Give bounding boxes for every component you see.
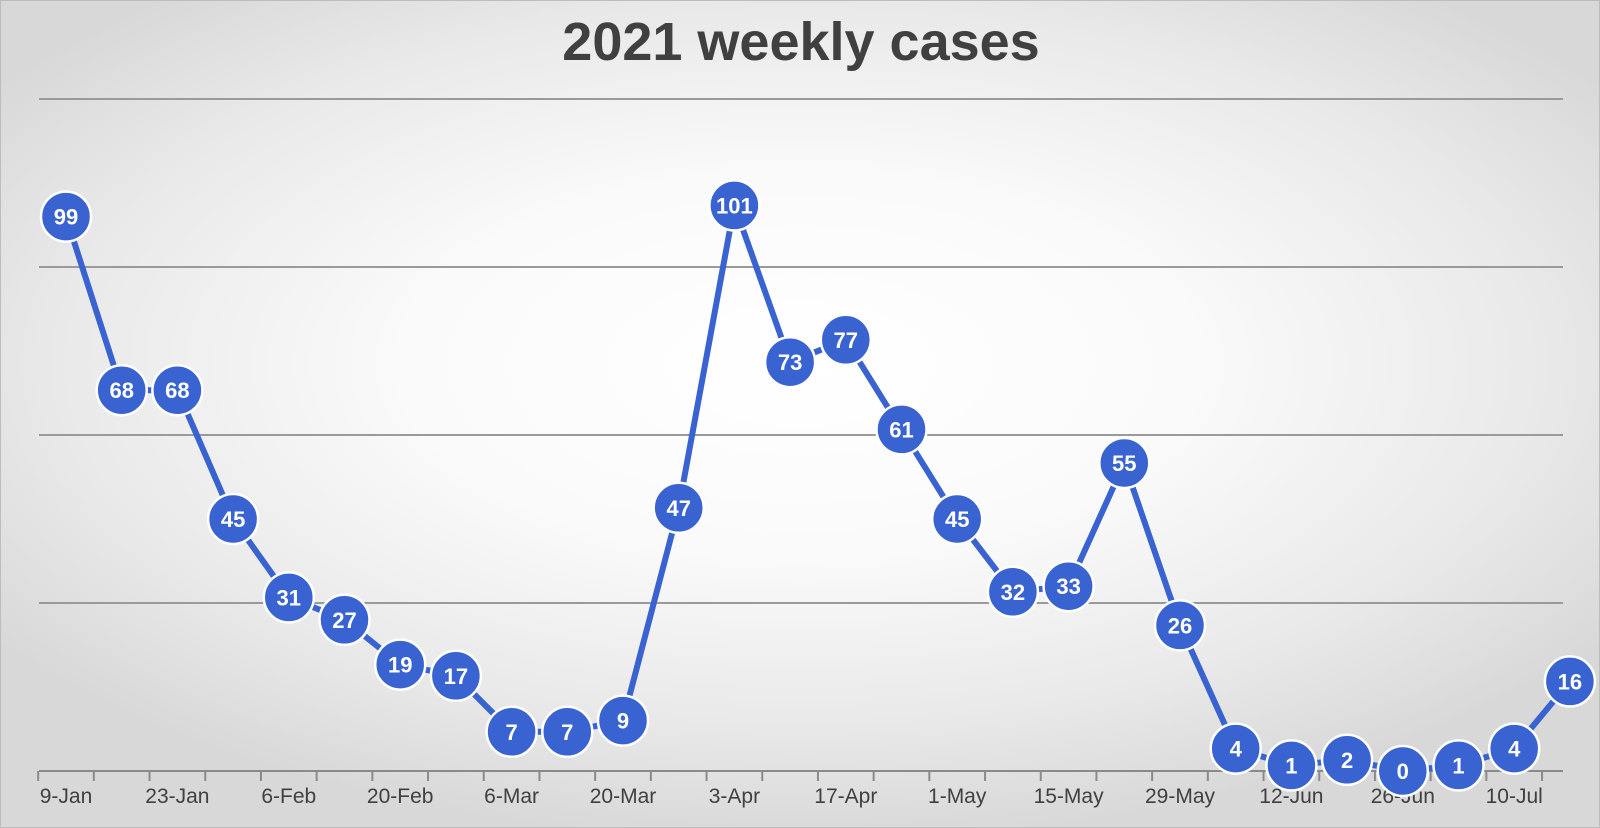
data-label: 33 (1056, 574, 1080, 599)
x-tick-label: 12-Jun (1259, 785, 1323, 808)
x-tick-label: 3-Apr (709, 785, 760, 808)
data-label: 7 (505, 720, 517, 745)
x-tick-label: 9-Jan (40, 785, 93, 808)
data-label: 17 (444, 664, 468, 689)
data-point (652, 481, 705, 535)
data-point (95, 363, 148, 417)
data-point (39, 190, 93, 243)
data-label: 32 (1001, 580, 1025, 605)
data-point (318, 593, 371, 647)
data-label: 61 (889, 417, 913, 442)
x-tick-label: 15-May (1034, 785, 1105, 808)
data-point (1376, 744, 1430, 798)
data-label: 0 (1397, 759, 1409, 784)
data-label: 77 (834, 328, 858, 353)
data-label: 7 (561, 720, 573, 745)
data-label: 68 (165, 378, 189, 403)
x-tick-label: 17-Apr (814, 785, 877, 808)
series-line (63, 202, 1573, 774)
chart-title: 2021 weekly cases (562, 12, 1040, 72)
data-label: 55 (1112, 451, 1136, 476)
data-point (1098, 436, 1151, 490)
data-point (485, 705, 538, 759)
data-point (1209, 722, 1262, 775)
data-point (930, 492, 984, 546)
data-point (1487, 722, 1541, 775)
x-tick-label: 29-May (1145, 785, 1216, 808)
data-point (986, 565, 1040, 619)
x-tick-label: 6-Feb (261, 785, 316, 808)
data-label: 27 (332, 608, 356, 633)
x-tick-label: 6-Mar (484, 785, 539, 808)
data-point (1042, 559, 1095, 613)
x-tick-label: 1-May (928, 785, 987, 808)
data-label: 4 (1508, 737, 1521, 762)
data-point (1543, 655, 1597, 708)
data-point (596, 694, 650, 747)
x-tick-label: 23-Jan (145, 785, 209, 808)
data-label: 1 (1285, 753, 1297, 778)
data-point (373, 638, 427, 691)
x-tick-label: 10-Jul (1486, 785, 1543, 808)
data-point (1320, 733, 1374, 787)
data-label: 4 (1230, 737, 1243, 762)
data-point (1153, 599, 1207, 652)
data-label: 26 (1168, 613, 1192, 638)
data-point (206, 492, 260, 546)
data-label: 45 (221, 507, 245, 532)
data-point (262, 571, 316, 624)
data-label: 31 (277, 585, 301, 610)
data-point (1265, 739, 1318, 792)
data-point (541, 705, 594, 759)
data-point (1432, 739, 1485, 792)
x-tick-label: 20-Feb (367, 785, 434, 808)
data-point (763, 335, 817, 389)
data-label: 99 (54, 205, 78, 230)
data-label: 16 (1558, 669, 1582, 694)
data-label: 68 (109, 378, 133, 403)
data-point (875, 403, 928, 456)
series-line-group (63, 202, 1573, 774)
data-label: 47 (666, 496, 690, 521)
data-label: 1 (1452, 753, 1464, 778)
data-label: 9 (617, 709, 629, 734)
data-label: 101 (716, 193, 753, 218)
data-label: 2 (1341, 748, 1353, 773)
data-point (819, 313, 873, 367)
data-point (429, 649, 483, 703)
x-tick-label: 20-Mar (590, 785, 657, 808)
data-point (151, 363, 204, 417)
data-label: 73 (778, 350, 802, 375)
data-label: 45 (945, 507, 969, 532)
data-label: 19 (388, 653, 412, 678)
data-point (708, 179, 761, 232)
